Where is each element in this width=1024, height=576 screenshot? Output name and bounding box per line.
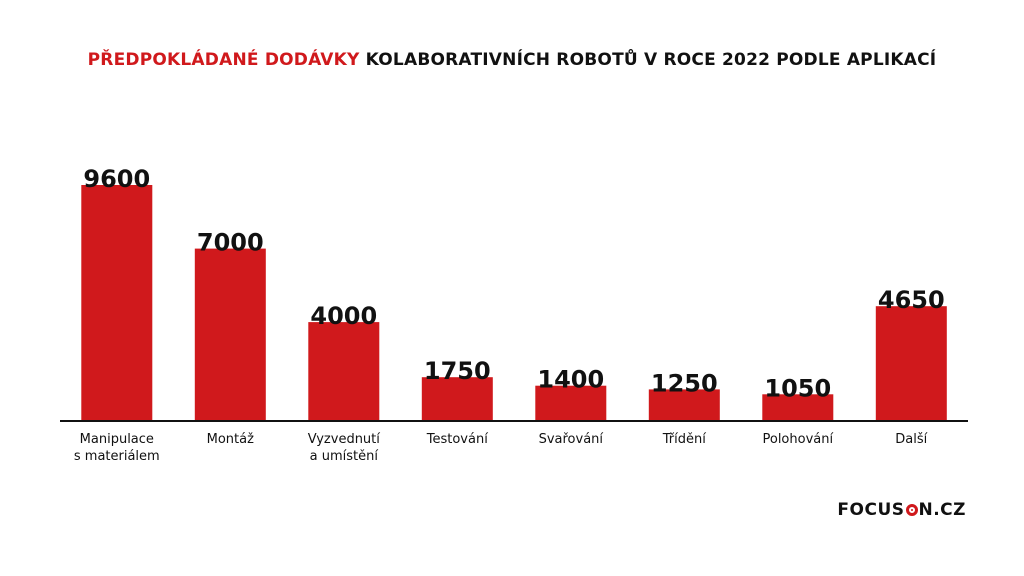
chart-title-rest: KOLABORATIVNÍCH ROBOTŮ V ROCE 2022 PODLE…	[365, 50, 937, 70]
bar-3	[308, 322, 380, 420]
category-label: Vyzvednutí a umístění	[308, 432, 381, 464]
focuson-logo: FOCUS N.CZ	[837, 500, 966, 520]
bar-7	[762, 394, 834, 420]
logo-prefix: FOCUS	[837, 500, 905, 520]
category-label: Montáž	[207, 432, 254, 447]
category-label-line: Svařování	[539, 432, 604, 447]
category-label-line: Testování	[426, 432, 488, 447]
category-label: Testování	[426, 432, 488, 447]
bar-value-label: 9600	[83, 165, 150, 193]
logo-suffix: N.CZ	[918, 500, 966, 520]
category-label-line: Polohování	[762, 432, 833, 447]
category-label-line: Montáž	[207, 432, 254, 447]
category-label: Další	[895, 432, 927, 447]
logo-o-icon	[905, 504, 918, 516]
bar-value-label: 1250	[651, 369, 718, 397]
bar-value-label: 1050	[764, 374, 831, 402]
bar-value-label: 4000	[310, 302, 377, 330]
bar-8	[875, 306, 947, 420]
category-label-line: Vyzvednutí	[308, 432, 381, 447]
bar-2	[194, 248, 266, 420]
bar-value-label: 1400	[537, 366, 604, 394]
category-label-line: s materiálem	[74, 449, 160, 464]
category-label: Polohování	[762, 432, 833, 447]
category-label-line: Další	[895, 432, 927, 447]
chart-title: PŘEDPOKLÁDANÉ DODÁVKY KOLABORATIVNÍCH RO…	[0, 50, 1024, 70]
bar-value-label: 1750	[424, 357, 491, 385]
chart-title-highlight: PŘEDPOKLÁDANÉ DODÁVKY	[87, 50, 360, 70]
category-label-line: a umístění	[310, 449, 379, 464]
category-label: Třídění	[662, 432, 706, 447]
bar-5	[535, 385, 607, 420]
bar-1	[81, 185, 153, 420]
category-label: Manipulace s materiálem	[74, 432, 160, 464]
category-label: Svařování	[539, 432, 604, 447]
category-label-line: Třídění	[662, 432, 706, 447]
bar-4	[421, 377, 493, 420]
category-label-line: Manipulace	[80, 432, 154, 447]
bar-value-label: 4650	[878, 286, 945, 314]
bar-value-label: 7000	[197, 229, 264, 257]
bar-6	[648, 389, 720, 420]
